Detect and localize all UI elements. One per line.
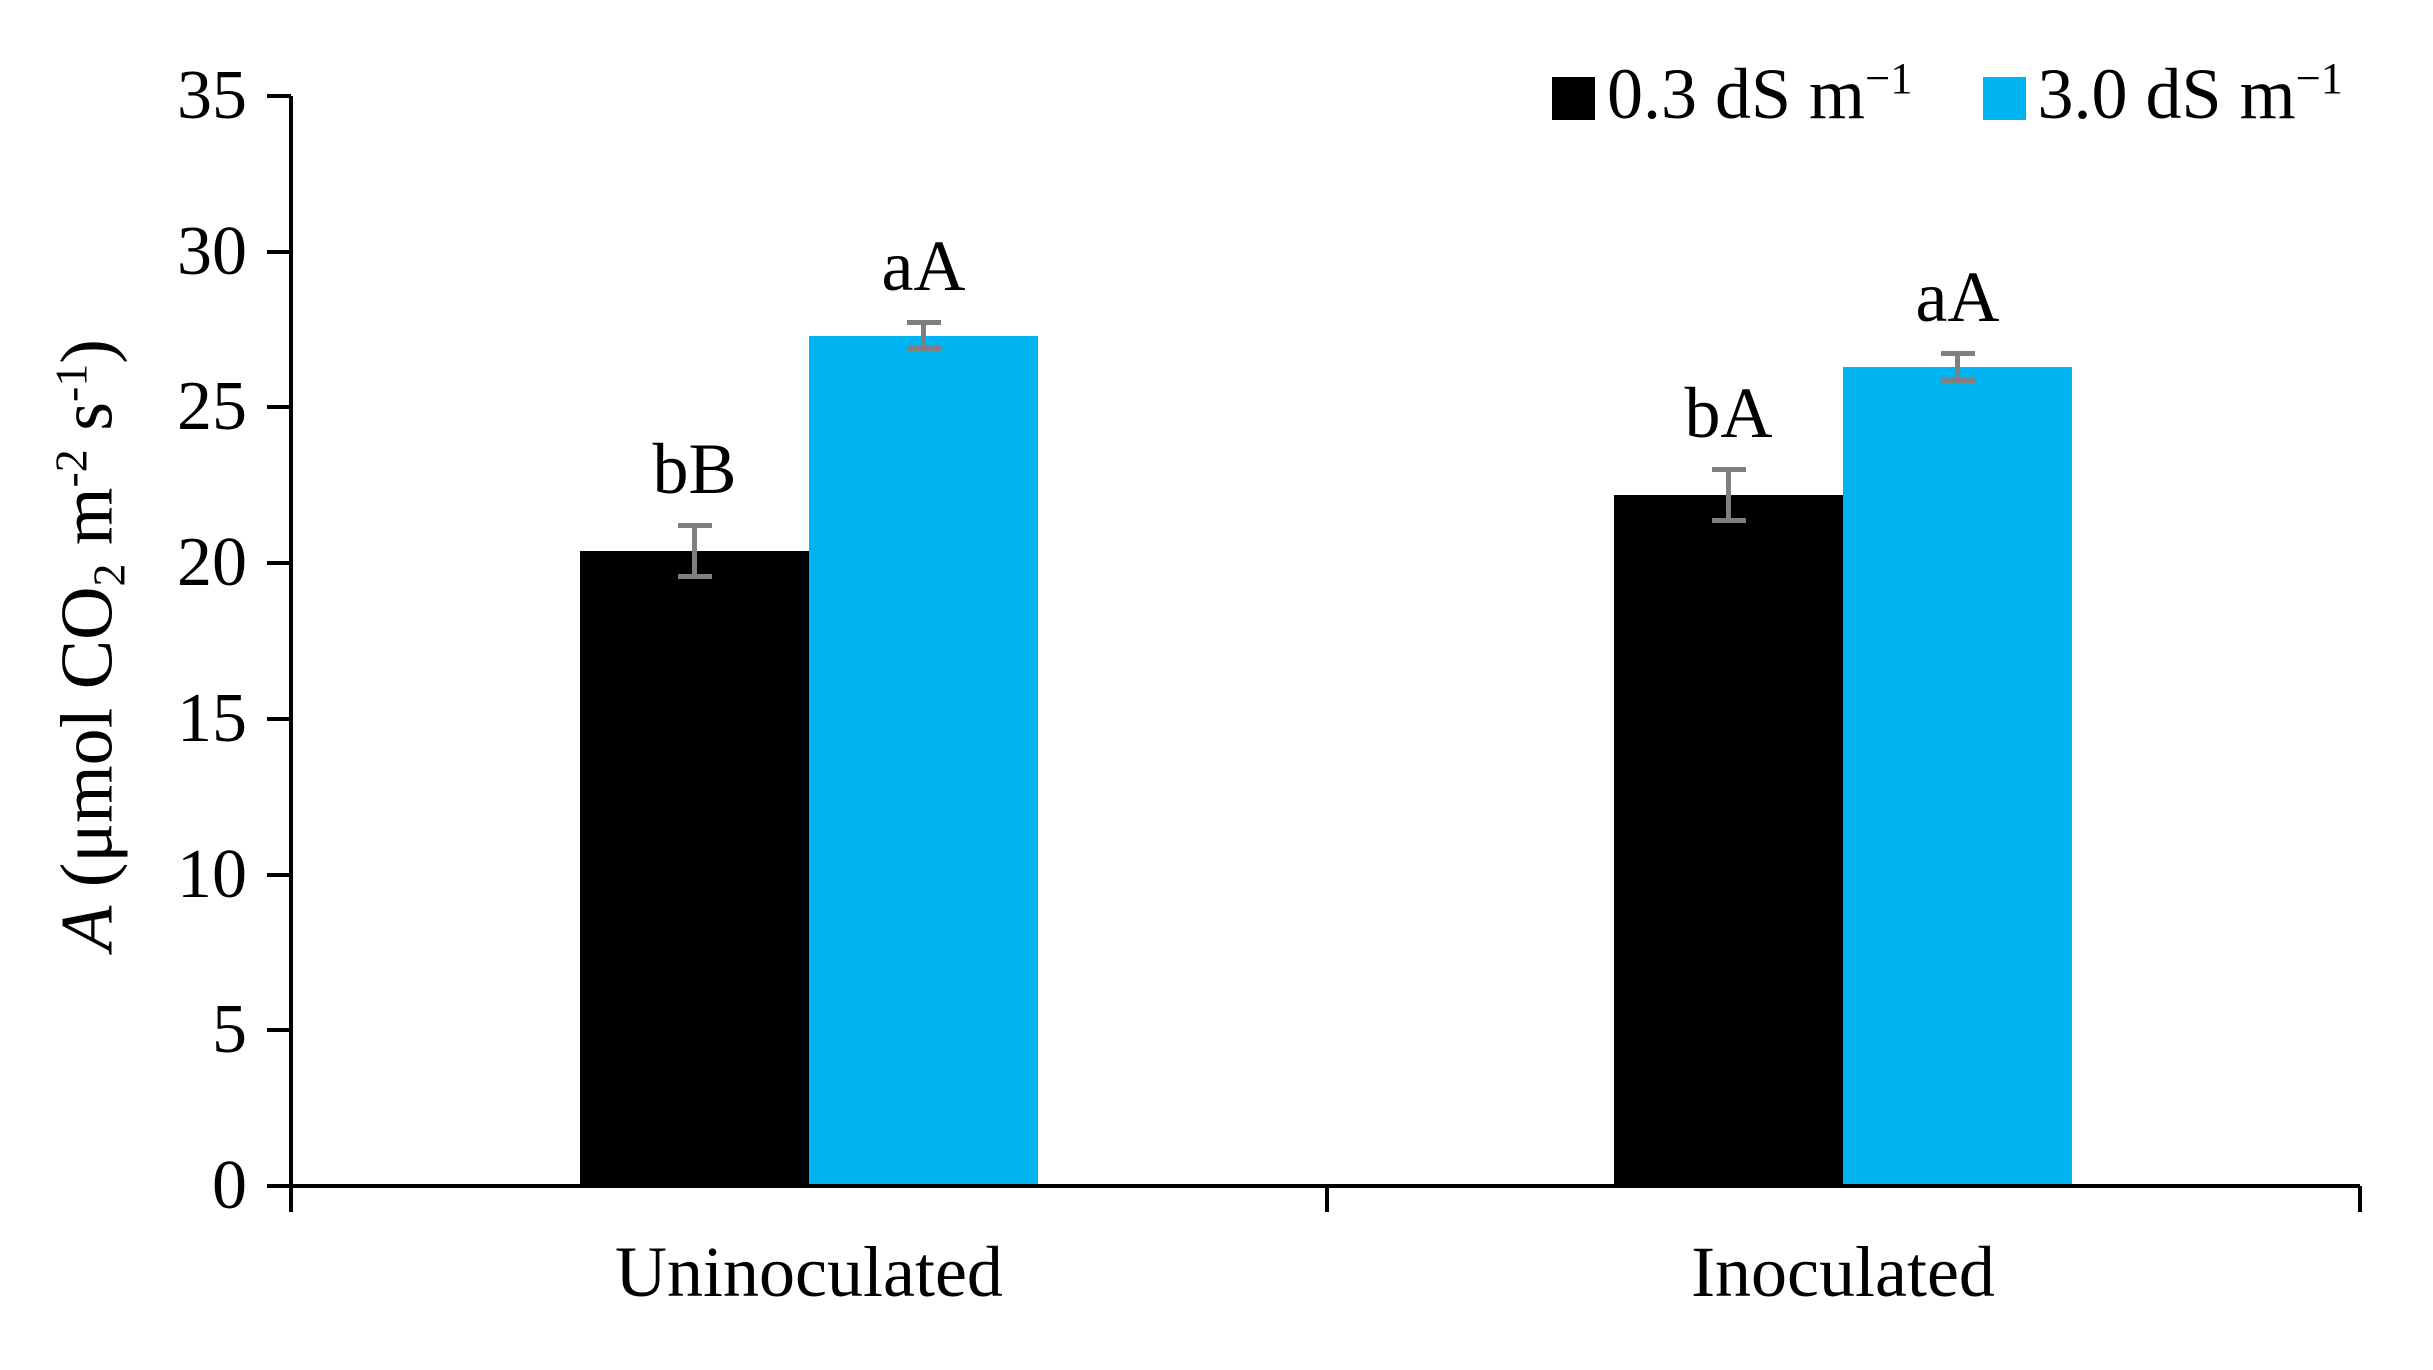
- y-tick: [267, 1028, 291, 1033]
- y-tick: [267, 561, 291, 566]
- error-bar-cap: [906, 346, 941, 352]
- significance-label: aA: [1915, 257, 2000, 338]
- legend-swatch-icon: [1982, 76, 2026, 120]
- legend-item: 0.3 dS m−1: [1552, 49, 1913, 148]
- bar-inoculated-series0: [1614, 494, 1843, 1186]
- legend-label: 0.3 dS m−1: [1607, 49, 1913, 148]
- y-tick-label: 25: [177, 368, 247, 446]
- error-bar-cap: [1940, 377, 1975, 383]
- error-bar-cap: [1940, 351, 1975, 357]
- significance-label: bA: [1684, 372, 1773, 453]
- error-bar-cap: [677, 522, 712, 528]
- x-tick: [2358, 1186, 2362, 1212]
- error-bar-cap: [1711, 517, 1746, 523]
- error-bar-cap: [1711, 466, 1746, 472]
- legend-label-text: 3.0 dS m: [2037, 53, 2296, 134]
- legend: 0.3 dS m−1 3.0 dS m−1: [1552, 50, 2343, 146]
- y-tick: [267, 249, 291, 254]
- y-tick-label: 0: [212, 1147, 247, 1224]
- error-bar-cap: [677, 573, 712, 579]
- bar-uninoculated-series0: [580, 550, 809, 1186]
- x-category-label: Inoculated: [1691, 1232, 1995, 1312]
- y-tick: [267, 872, 291, 877]
- error-bar-cap: [906, 320, 941, 326]
- legend-label: 3.0 dS m−1: [2038, 49, 2344, 148]
- legend-label-superscript: −1: [2295, 52, 2344, 103]
- y-axis-line: [289, 96, 293, 1212]
- error-bar-line: [1955, 351, 1960, 383]
- x-axis-line: [267, 1184, 2360, 1188]
- y-tick: [267, 716, 291, 721]
- bar-inoculated-series1: [1843, 366, 2072, 1186]
- y-axis-title-part: ): [46, 339, 129, 364]
- significance-label: bB: [652, 428, 737, 509]
- x-category-label: Uninoculated: [615, 1232, 1003, 1312]
- y-axis-title-part: -2: [45, 449, 97, 488]
- y-tick: [267, 405, 291, 410]
- y-tick-label: 35: [177, 57, 247, 134]
- significance-label: aA: [881, 226, 966, 307]
- error-bar-line: [1726, 466, 1731, 523]
- y-tick-label: 15: [177, 679, 247, 757]
- legend-swatch-icon: [1552, 76, 1595, 120]
- legend-item: 3.0 dS m−1: [1982, 49, 2344, 148]
- bar-uninoculated-series1: [809, 335, 1038, 1186]
- legend-label-text: 0.3 dS m: [1607, 53, 1866, 134]
- error-bar-line: [921, 320, 926, 352]
- x-tick: [1325, 1186, 1329, 1212]
- y-tick-label: 5: [212, 991, 247, 1069]
- y-tick-label: 20: [177, 524, 247, 602]
- error-bar-line: [692, 522, 697, 579]
- y-tick-label: 10: [177, 835, 247, 913]
- y-tick: [267, 94, 291, 98]
- legend-label-superscript: −1: [1865, 52, 1913, 103]
- y-tick-label: 30: [177, 212, 247, 290]
